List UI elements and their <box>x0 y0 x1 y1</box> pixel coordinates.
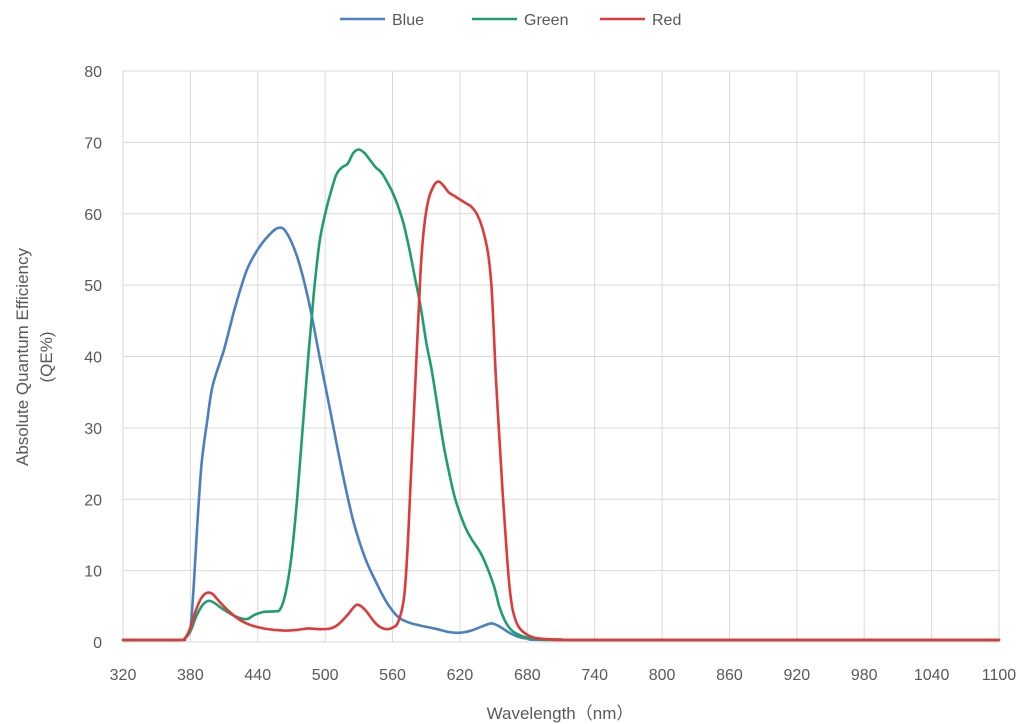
x-tick-label: 1100 <box>982 667 1017 684</box>
legend-label-blue: Blue <box>392 12 424 29</box>
x-tick-label: 860 <box>716 667 743 684</box>
y-tick-label: 20 <box>84 492 102 509</box>
x-tick-label: 680 <box>514 667 541 684</box>
series-line-green <box>121 148 1001 642</box>
y-tick-label: 30 <box>84 421 102 438</box>
x-tick-label: 440 <box>244 667 271 684</box>
y-axis-title-line2: (QE%) <box>37 332 56 383</box>
y-tick-label: 0 <box>93 635 102 652</box>
y-axis-title-line1: Absolute Quantum Efficiency <box>13 248 32 466</box>
y-tick-labels: 0 10 20 30 40 50 60 70 80 <box>84 64 102 652</box>
legend-label-green: Green <box>524 12 568 29</box>
x-tick-label: 920 <box>783 667 810 684</box>
x-tick-label: 320 <box>110 667 137 684</box>
x-axis-title: Wavelength（nm） <box>487 704 634 723</box>
x-tick-label: 800 <box>649 667 676 684</box>
x-tick-label: 560 <box>379 667 406 684</box>
x-tick-label: 380 <box>177 667 204 684</box>
x-tick-label: 500 <box>312 667 339 684</box>
legend: Blue Green Red <box>340 12 681 29</box>
legend-label-red: Red <box>652 12 681 29</box>
series-line-red <box>121 180 1001 642</box>
y-axis-title: Absolute Quantum Efficiency (QE%) <box>13 248 56 466</box>
series-layer <box>121 148 1001 642</box>
x-tick-label: 980 <box>851 667 878 684</box>
x-tick-labels: 320 380 440 500 560 620 680 740 800 860 920 980 1040… <box>110 667 1017 684</box>
x-tick-label: 740 <box>581 667 608 684</box>
x-tick-label: 620 <box>447 667 474 684</box>
y-tick-label: 80 <box>84 64 102 81</box>
series-line-blue <box>121 226 1001 642</box>
y-tick-label: 60 <box>84 207 102 224</box>
y-tick-label: 70 <box>84 135 102 152</box>
y-tick-label: 40 <box>84 350 102 367</box>
grid <box>122 70 1000 643</box>
x-tick-label: 1040 <box>914 667 950 684</box>
y-tick-label: 50 <box>84 278 102 295</box>
y-tick-label: 10 <box>84 564 102 581</box>
